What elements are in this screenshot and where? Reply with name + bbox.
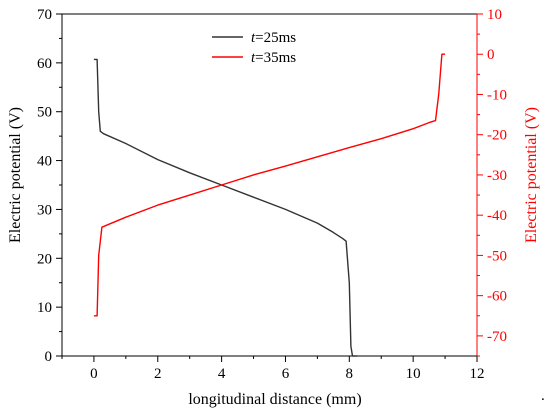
y-left-tick-label: 40 bbox=[37, 154, 52, 170]
y-right-tick-label: -40 bbox=[487, 208, 507, 224]
legend: t=25ms t=35ms bbox=[212, 30, 296, 66]
y-right-tick-label: -30 bbox=[487, 168, 507, 184]
series-lines bbox=[93, 53, 446, 357]
y-right-tick-label: -10 bbox=[487, 87, 507, 103]
y-axis-left: 0 10 20 30 40 50 60 70 bbox=[37, 7, 62, 365]
y-left-tick-label: 20 bbox=[37, 251, 52, 267]
y-left-tick-label: 50 bbox=[37, 105, 52, 121]
y-right-tick-label: 0 bbox=[487, 47, 495, 63]
y-right-tick-label: -20 bbox=[487, 128, 507, 144]
y-left-tick-label: 0 bbox=[45, 349, 53, 365]
y-axis-right-label: Electric potential (V) bbox=[523, 107, 540, 243]
y-left-tick-label: 70 bbox=[37, 7, 52, 23]
x-axis: 0 2 4 6 8 10 12 bbox=[61, 356, 485, 382]
x-tick-label: 6 bbox=[282, 366, 290, 382]
y-right-tick-label: 10 bbox=[487, 7, 502, 23]
x-axis-label: longitudinal distance (mm) bbox=[188, 391, 361, 408]
y-left-tick-label: 30 bbox=[37, 202, 52, 218]
y-axis-right: -70 -60 -50 -40 -30 -20 -10 0 10 bbox=[477, 7, 507, 357]
y-left-tick-label: 10 bbox=[37, 300, 52, 316]
y-right-tick-label: -50 bbox=[487, 248, 507, 264]
x-tick-label: 12 bbox=[470, 366, 485, 382]
x-tick-label: 8 bbox=[346, 366, 354, 382]
series-line-t25ms bbox=[93, 58, 358, 357]
y-right-tick-label: -60 bbox=[487, 289, 507, 305]
series-line-t35ms bbox=[93, 53, 446, 317]
x-tick-label: 10 bbox=[406, 366, 421, 382]
y-right-tick-label: -70 bbox=[487, 329, 507, 345]
y-axis-left-label: Electric potential (V) bbox=[7, 107, 24, 243]
legend-label: t=25ms bbox=[251, 30, 296, 46]
legend-label: t=35ms bbox=[251, 50, 296, 66]
x-tick-label: 0 bbox=[90, 366, 98, 382]
x-tick-label: 2 bbox=[154, 366, 162, 382]
x-tick-label: 4 bbox=[218, 366, 226, 382]
stray-mark: . bbox=[541, 388, 545, 404]
y-left-tick-label: 60 bbox=[37, 56, 52, 72]
